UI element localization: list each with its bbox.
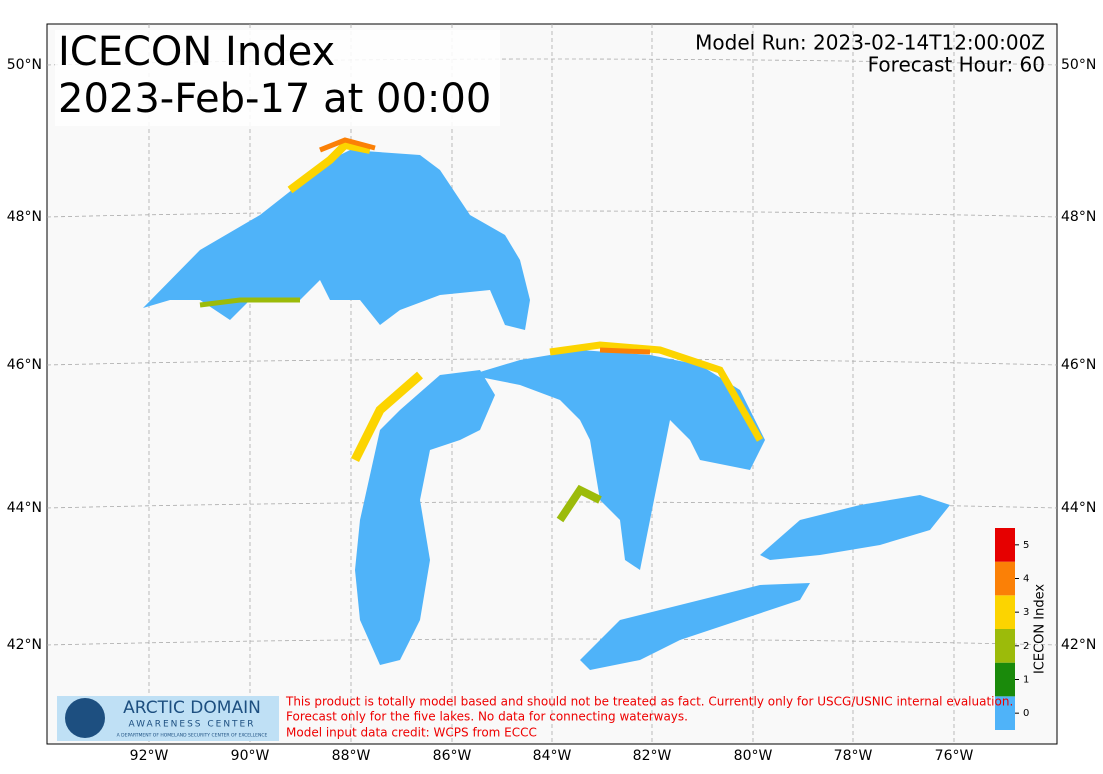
lat-label: 44°N	[7, 500, 42, 516]
lat-grid-line	[46, 638, 1058, 646]
model-run: Model Run: 2023-02-14T12:00:00Z	[695, 31, 1045, 55]
lat-grid-line	[46, 210, 1058, 218]
lon-label: 90°W	[231, 748, 270, 764]
lon-label: 86°W	[433, 748, 472, 764]
lat-label: 50°N	[1061, 57, 1096, 73]
colorbar-swatch	[995, 662, 1015, 697]
colorbar-tick-label: 0	[1023, 708, 1029, 719]
logo-globe	[65, 698, 105, 738]
title: ICECON Index	[58, 29, 335, 75]
disclaimer: Forecast only for the five lakes. No dat…	[286, 710, 688, 724]
colorbar-tick-label: 1	[1023, 675, 1029, 686]
colorbar-swatch	[995, 595, 1015, 629]
ice-fringe	[350, 371, 423, 463]
lat-label: 46°N	[1061, 357, 1096, 373]
lake-huron	[470, 350, 765, 570]
disclaimer: Model input data credit: WCPS from ECCC	[286, 726, 537, 740]
lon-label: 76°W	[935, 748, 974, 764]
title-date: 2023-Feb-17 at 00:00	[58, 76, 491, 122]
ice-fringe	[199, 297, 300, 308]
lake-erie	[580, 583, 810, 670]
colorbar-tick-label: 5	[1023, 540, 1029, 551]
lake-ontario	[760, 495, 950, 560]
colorbar-swatch	[995, 696, 1015, 730]
colorbar-tick-label: 4	[1023, 574, 1029, 585]
lon-label: 80°W	[734, 748, 773, 764]
ice-fringe	[287, 140, 371, 194]
colorbar-swatch	[995, 629, 1015, 663]
logo-text: ARCTIC DOMAIN	[123, 698, 261, 718]
lon-label: 82°W	[633, 748, 672, 764]
lon-label: 92°W	[130, 748, 169, 764]
colorbar: 0 1 2 3 4 5 ICECON Index	[995, 528, 1048, 730]
lon-label: 88°W	[332, 748, 371, 764]
ice-fringe	[549, 341, 764, 442]
ice-fringe	[599, 347, 651, 355]
lat-label: 50°N	[7, 57, 42, 73]
lat-label: 48°N	[7, 209, 42, 225]
logo: ARCTIC DOMAIN AWARENESS CENTER A DEPARTM…	[57, 696, 279, 741]
logo-text: A DEPARTMENT OF HOMELAND SECURITY CENTER…	[117, 733, 268, 739]
disclaimer: This product is totally model based and …	[285, 695, 1013, 709]
lake-superior	[143, 150, 530, 330]
title-backdrop	[55, 30, 500, 126]
lon-label: 78°W	[834, 748, 873, 764]
lat-label: 42°N	[7, 637, 42, 653]
colorbar-label: ICECON Index	[1033, 584, 1048, 674]
lat-label: 48°N	[1061, 209, 1096, 225]
lakes	[143, 137, 950, 670]
colorbar-tick-label: 3	[1023, 607, 1029, 618]
colorbar-tick-label: 2	[1023, 641, 1029, 652]
ice-fringe	[319, 137, 376, 153]
lake-michigan	[355, 370, 495, 665]
forecast-hour: Forecast Hour: 60	[868, 53, 1045, 77]
lat-label: 42°N	[1061, 637, 1096, 653]
lon-label: 84°W	[533, 748, 572, 764]
lat-label: 44°N	[1061, 500, 1096, 516]
ice-fringe	[556, 484, 602, 523]
lat-label: 46°N	[7, 357, 42, 373]
logo-text: AWARENESS CENTER	[128, 720, 255, 730]
colorbar-swatch	[995, 528, 1015, 562]
colorbar-swatch	[995, 561, 1015, 596]
